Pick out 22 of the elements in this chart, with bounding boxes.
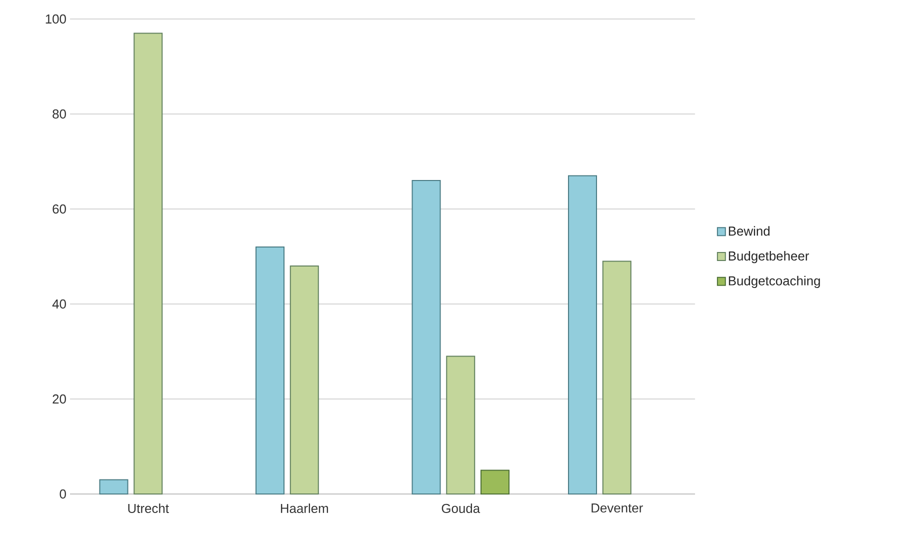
- x-tick-label: Haarlem: [280, 504, 328, 514]
- x-tick-label: Gouda: [442, 504, 480, 514]
- bar: [412, 180, 441, 494]
- x-tick-label: Utrecht: [128, 504, 169, 514]
- bar: [602, 260, 632, 494]
- bar: [134, 32, 163, 494]
- y-tick-label: 100: [46, 14, 66, 24]
- y-tick-label: 40: [52, 299, 66, 309]
- y-tick-label: 60: [52, 204, 66, 214]
- y-tick-label: 20: [52, 394, 66, 404]
- legend-label: Budgetcoaching: [728, 276, 820, 288]
- legend-label: Bewind: [728, 226, 770, 236]
- y-tick-label: 0: [60, 489, 66, 499]
- bar: [99, 479, 128, 494]
- bar: [446, 356, 476, 494]
- legend-label: Budgetbeheer: [728, 251, 810, 264]
- bar: [256, 246, 285, 494]
- bar: [568, 175, 598, 494]
- y-tick-label: 80: [52, 109, 66, 119]
- bar: [290, 265, 319, 494]
- x-tick-label: Deventer: [592, 504, 643, 513]
- bar: [480, 470, 510, 494]
